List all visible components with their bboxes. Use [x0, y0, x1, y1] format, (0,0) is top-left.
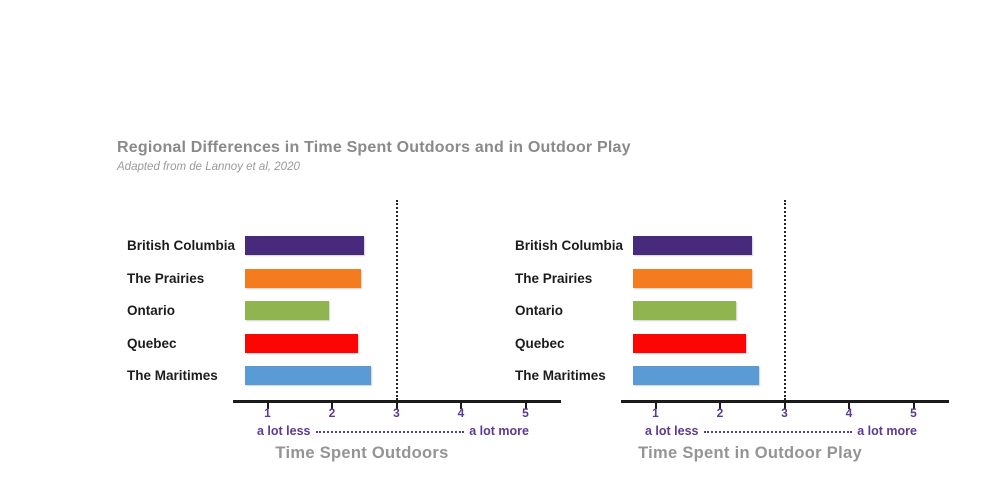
x-axis-tick-mark — [266, 400, 269, 409]
scale-max-label: a lot more — [469, 424, 529, 438]
x-axis-tick-label: 4 — [845, 406, 853, 420]
x-axis-tick-mark — [524, 400, 527, 409]
scale-min-label: a lot less — [645, 424, 699, 438]
scale-annotation: a lot less a lot more — [257, 424, 529, 438]
x-axis-tick-mark — [783, 400, 786, 409]
scale-max-label: a lot more — [857, 424, 917, 438]
x-axis-tick-mark — [719, 400, 721, 409]
category-label-quebec: Quebec — [127, 335, 177, 351]
reference-dotted-line — [783, 200, 786, 400]
x-axis-tick-label: 1 — [264, 406, 271, 420]
category-label-quebec: Quebec — [515, 335, 565, 351]
chart-time-spent-outdoors: a lot less a lot more Time Spent Outdoor… — [117, 195, 577, 485]
category-label-british-columbia: British Columbia — [515, 238, 624, 253]
chart-time-spent-in-outdoor-play: a lot less a lot more Time Spent in Outd… — [505, 195, 965, 485]
category-label-the-prairies: The Prairies — [515, 270, 593, 286]
bar-the-prairies — [633, 268, 753, 288]
x-axis-tick-label: 1 — [652, 406, 659, 420]
bar-quebec — [245, 333, 358, 353]
x-axis-tick-label: 3 — [781, 406, 788, 420]
category-label-ontario: Ontario — [515, 303, 564, 318]
figure-source-note: Adapted from de Lannoy et al, 2020 — [117, 161, 300, 173]
x-axis-tick-mark — [331, 400, 333, 409]
x-axis-tick-label: 3 — [393, 406, 400, 420]
reference-dotted-line — [395, 200, 398, 400]
category-label-the-prairies: The Prairies — [127, 270, 205, 286]
figure-title: Regional Differences in Time Spent Outdo… — [117, 139, 631, 156]
bar-ontario — [633, 301, 737, 320]
bar-the-prairies — [245, 268, 362, 288]
bar-british-columbia — [245, 236, 365, 255]
bar-british-columbia — [633, 236, 753, 255]
x-axis-tick-mark — [912, 400, 915, 409]
dotted-leader-line — [315, 431, 465, 433]
x-axis-tick-label: 2 — [328, 406, 336, 420]
scale-annotation: a lot less a lot more — [645, 424, 917, 438]
dotted-leader-line — [703, 431, 853, 433]
x-axis-tick-label: 4 — [457, 406, 465, 420]
scale-min-label: a lot less — [257, 424, 311, 438]
chart-axis-title: Time Spent Outdoors — [275, 444, 449, 462]
bar-the-maritimes — [633, 366, 759, 385]
x-axis-tick-label: 5 — [522, 406, 529, 420]
bar-ontario — [245, 301, 329, 320]
x-axis-tick-mark — [848, 400, 850, 409]
x-axis-tick-mark — [460, 400, 462, 409]
x-axis-tick-label: 2 — [716, 406, 724, 420]
x-axis-tick-label: 5 — [910, 406, 917, 420]
category-label-the-maritimes: The Maritimes — [127, 368, 218, 383]
bar-quebec — [633, 333, 746, 353]
bar-the-maritimes — [245, 366, 371, 385]
figure-header: Regional Differences in Time Spent Outdo… — [117, 139, 877, 173]
chart-axis-title: Time Spent in Outdoor Play — [638, 444, 862, 462]
category-label-the-maritimes: The Maritimes — [515, 368, 606, 383]
x-axis-tick-mark — [654, 400, 657, 409]
category-label-ontario: Ontario — [127, 303, 176, 318]
category-label-british-columbia: British Columbia — [127, 238, 236, 253]
x-axis-tick-mark — [395, 400, 398, 409]
